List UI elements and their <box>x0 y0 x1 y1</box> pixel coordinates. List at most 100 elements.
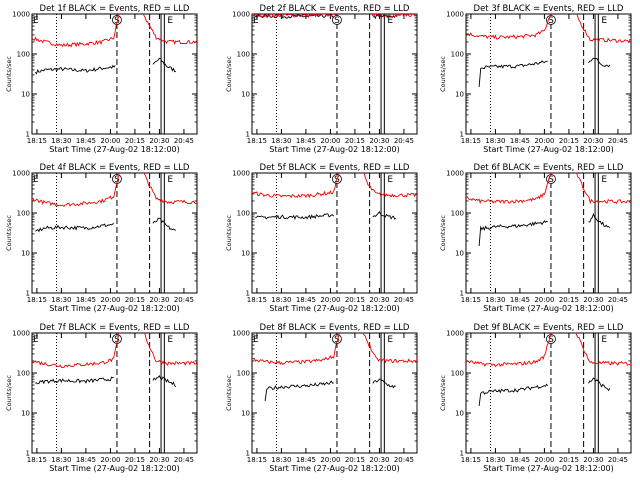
lld-series-line <box>32 173 197 208</box>
sun-marker-circle <box>332 15 342 25</box>
x-tick-label: 20:45 <box>394 456 414 464</box>
lld-series-line <box>32 333 197 368</box>
x-tick-label: 18:15 <box>27 456 47 464</box>
x-tick-label: 20:15 <box>125 456 145 464</box>
y-tick-label: 1 <box>246 450 250 458</box>
x-tick-label: 18:45 <box>510 296 530 304</box>
detector-panel: Det 7f BLACK = Events, RED = LLD 1 10 100 10… <box>5 323 198 473</box>
y-tick-label: 1000 <box>446 330 464 338</box>
event-marker-label: E <box>601 335 607 345</box>
y-tick-label: 100 <box>237 210 250 218</box>
events-series-line <box>478 220 548 247</box>
x-tick-label: 18:45 <box>296 137 316 145</box>
events-series-line <box>35 222 115 233</box>
x-axis-title: Start Time (27-Aug-02 18:12:00) <box>49 145 180 154</box>
x-axis-title: Start Time (27-Aug-02 18:12:00) <box>49 464 180 473</box>
y-tick-label: 1000 <box>12 330 30 338</box>
event-marker-label: E <box>167 335 173 345</box>
events-series-line <box>478 60 548 88</box>
panel-title: Det 4f BLACK = Events, RED = LLD <box>40 163 190 173</box>
y-axis-title: Counts/sec <box>225 375 233 411</box>
detector-panel: Det 4f BLACK = Events, RED = LLD 1 10 100 10… <box>5 163 198 313</box>
lld-series-line <box>466 173 631 205</box>
x-tick-label: 20:45 <box>174 456 194 464</box>
events-series-line <box>152 57 177 73</box>
y-tick-label: 10 <box>455 410 464 418</box>
y-tick-label: 1000 <box>446 170 464 178</box>
x-tick-label: 20:15 <box>345 456 365 464</box>
x-axis-title: Start Time (27-Aug-02 18:12:00) <box>483 145 614 154</box>
event-marker-label: E <box>387 16 393 26</box>
y-tick-label: 1 <box>26 290 30 298</box>
event-marker-label: E <box>33 175 39 185</box>
x-tick-label: 18:45 <box>76 456 96 464</box>
x-tick-label: 20:15 <box>125 137 145 145</box>
y-tick-label: 100 <box>451 210 464 218</box>
x-tick-label: 20:00 <box>320 296 340 304</box>
x-tick-label: 18:30 <box>485 296 505 304</box>
event-marker-label: S <box>334 175 340 185</box>
x-tick-label: 20:45 <box>174 296 194 304</box>
x-tick-label: 20:30 <box>149 296 169 304</box>
x-tick-label: 20:30 <box>149 137 169 145</box>
y-tick-label: 10 <box>455 250 464 258</box>
events-series-line <box>478 383 549 407</box>
events-series-line <box>588 377 611 392</box>
x-tick-label: 20:00 <box>100 137 120 145</box>
x-axis-title: Start Time (27-Aug-02 18:12:00) <box>269 145 400 154</box>
y-tick-label: 10 <box>241 250 250 258</box>
y-tick-label: 10 <box>241 410 250 418</box>
x-tick-label: 18:15 <box>461 456 481 464</box>
x-tick-label: 20:45 <box>394 296 414 304</box>
y-tick-label: 1000 <box>12 11 30 19</box>
x-tick-label: 20:45 <box>608 296 628 304</box>
x-tick-label: 20:30 <box>369 296 389 304</box>
detector-panel: Det 8f BLACK = Events, RED = LLD 1 10 100 10… <box>225 323 418 473</box>
x-tick-label: 18:15 <box>247 137 267 145</box>
events-series-line <box>372 378 397 389</box>
events-series-line <box>372 210 397 220</box>
sun-marker-circle <box>112 15 122 25</box>
y-axis-title: Counts/sec <box>5 375 13 411</box>
x-tick-label: 18:45 <box>296 456 316 464</box>
x-tick-label: 20:30 <box>369 456 389 464</box>
y-tick-label: 1 <box>460 290 464 298</box>
detector-panel: Det 3f BLACK = Events, RED = LLD 1 10 100 10… <box>439 4 632 154</box>
x-tick-label: 20:00 <box>320 456 340 464</box>
x-tick-label: 18:30 <box>485 456 505 464</box>
event-marker-label: S <box>548 16 554 26</box>
event-marker-label: E <box>601 175 607 185</box>
y-tick-label: 100 <box>237 51 250 59</box>
events-series-line <box>372 14 397 20</box>
y-axis-title: Counts/sec <box>439 375 447 411</box>
y-axis-title: Counts/sec <box>5 56 13 92</box>
lld-series-line <box>252 173 417 199</box>
y-tick-label: 100 <box>451 51 464 59</box>
x-tick-label: 20:30 <box>583 296 603 304</box>
x-tick-label: 20:45 <box>608 137 628 145</box>
y-tick-label: 1000 <box>232 330 250 338</box>
events-series-line <box>34 64 116 75</box>
x-tick-label: 20:15 <box>559 456 579 464</box>
x-tick-label: 18:45 <box>296 296 316 304</box>
event-marker-label: E <box>167 16 173 26</box>
detector-panel: Det 1f BLACK = Events, RED = LLD 1 10 100 10… <box>5 4 198 154</box>
panel-title: Det 9f BLACK = Events, RED = LLD <box>474 323 624 333</box>
y-tick-label: 100 <box>17 370 30 378</box>
y-tick-label: 1000 <box>446 11 464 19</box>
lld-series-line <box>252 333 417 365</box>
x-tick-label: 18:30 <box>485 137 505 145</box>
y-axis-title: Counts/sec <box>5 215 13 251</box>
x-axis-title: Start Time (27-Aug-02 18:12:00) <box>269 464 400 473</box>
y-tick-label: 1000 <box>232 170 250 178</box>
sun-marker-circle <box>332 334 342 344</box>
events-series-line <box>255 213 335 220</box>
x-tick-label: 20:15 <box>345 137 365 145</box>
y-tick-label: 100 <box>451 370 464 378</box>
x-tick-label: 18:15 <box>27 137 47 145</box>
x-tick-label: 20:15 <box>559 137 579 145</box>
y-tick-label: 10 <box>241 91 250 99</box>
event-marker-label: S <box>548 335 554 345</box>
y-axis-title: Counts/sec <box>439 215 447 251</box>
panel-title: Det 2f BLACK = Events, RED = LLD <box>260 4 410 14</box>
